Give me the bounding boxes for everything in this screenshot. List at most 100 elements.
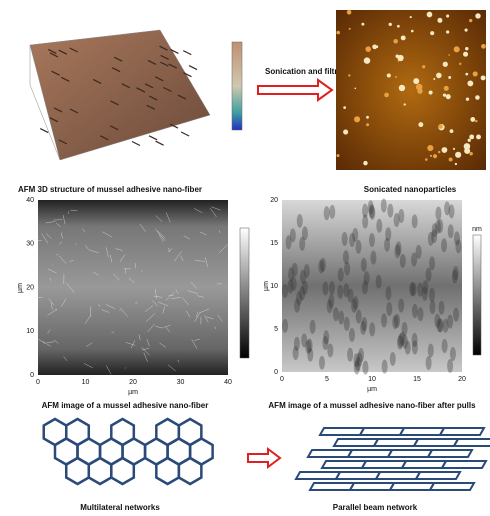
particle <box>448 76 451 79</box>
cell <box>450 347 456 361</box>
beam <box>374 439 418 446</box>
particle <box>444 86 449 91</box>
particle <box>465 47 468 50</box>
particle <box>343 106 346 109</box>
hexagon <box>66 458 89 484</box>
particle <box>347 10 352 15</box>
particle <box>363 161 367 165</box>
cell <box>386 302 392 316</box>
x-tick-label: 30 <box>177 379 185 386</box>
particle <box>354 88 356 90</box>
cell <box>381 199 387 213</box>
particle <box>397 25 400 28</box>
colorbar <box>473 235 481 355</box>
particle <box>401 35 406 40</box>
beam <box>362 461 406 468</box>
cell <box>319 356 325 370</box>
cell <box>349 328 355 342</box>
beam <box>348 450 392 457</box>
particle <box>361 23 364 26</box>
cell <box>426 268 432 282</box>
particle <box>433 78 435 80</box>
particle <box>389 23 392 26</box>
particle <box>364 57 371 64</box>
particle <box>336 31 340 35</box>
cell <box>287 280 293 294</box>
x-tick-label: 10 <box>82 379 90 386</box>
particle <box>453 148 455 150</box>
particle <box>365 46 371 52</box>
particle <box>438 124 443 129</box>
cell <box>292 263 298 277</box>
particle <box>396 55 399 58</box>
cell <box>369 233 375 247</box>
cell <box>447 315 453 329</box>
cell <box>438 318 444 332</box>
x-tick-label: 20 <box>129 379 137 386</box>
particle <box>449 158 453 162</box>
cell <box>290 228 296 242</box>
cell <box>412 214 418 228</box>
y-tick-label: 0 <box>30 372 34 379</box>
cell <box>437 219 443 233</box>
particle <box>398 60 400 62</box>
cell <box>416 245 422 259</box>
beam <box>320 428 364 435</box>
particle <box>481 44 486 49</box>
caption: Parallel beam network <box>333 503 418 512</box>
beam <box>360 428 404 435</box>
particle <box>442 147 448 153</box>
colorbar <box>232 42 242 130</box>
particle <box>430 31 434 35</box>
cell <box>369 322 375 336</box>
particle <box>443 62 448 67</box>
cell <box>348 289 354 303</box>
cell <box>385 227 391 241</box>
arrow <box>248 449 280 467</box>
cell <box>299 237 305 251</box>
cell <box>369 206 375 220</box>
particle <box>410 16 412 18</box>
cell <box>342 232 348 246</box>
cell <box>294 337 300 351</box>
particle <box>446 30 449 33</box>
cell <box>370 251 376 265</box>
ridge <box>181 132 189 136</box>
beam <box>310 483 354 490</box>
ridge <box>149 136 157 140</box>
cell <box>362 215 368 229</box>
y-tick-label: 10 <box>26 328 34 335</box>
ridge <box>40 129 48 133</box>
cell <box>392 315 398 329</box>
particle <box>455 152 461 158</box>
particle <box>427 145 433 151</box>
colorbar-unit: nm <box>472 226 482 233</box>
particle <box>399 85 405 91</box>
particle <box>416 84 423 91</box>
x-tick-label: 15 <box>413 376 421 383</box>
particle <box>422 65 425 68</box>
cell <box>405 341 411 355</box>
cell <box>454 231 460 245</box>
particle <box>465 29 468 32</box>
y-tick-label: 0 <box>274 369 278 376</box>
cell <box>347 348 353 362</box>
particle <box>354 116 360 122</box>
particle <box>469 152 472 155</box>
particle <box>475 120 477 122</box>
cell <box>376 219 382 233</box>
particle <box>481 75 486 80</box>
cell <box>338 268 344 282</box>
caption: AFM 3D structure of mussel adhesive nano… <box>18 185 202 194</box>
beam <box>440 428 484 435</box>
particle <box>387 73 391 77</box>
cell <box>307 348 313 362</box>
x-tick-label: 5 <box>325 376 329 383</box>
cell <box>417 307 423 321</box>
cell <box>376 275 382 289</box>
cell <box>453 308 459 322</box>
beam <box>402 461 446 468</box>
particle <box>436 73 442 79</box>
particle <box>348 74 350 76</box>
particle <box>475 95 480 100</box>
